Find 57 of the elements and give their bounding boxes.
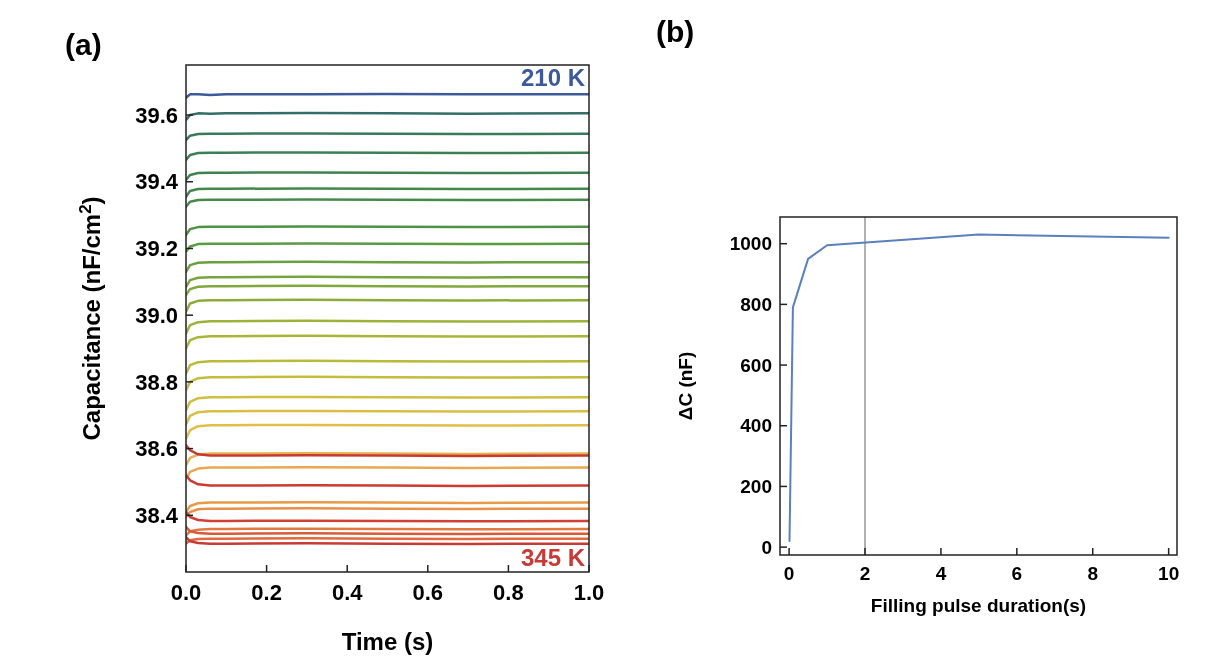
line-series [186,198,589,209]
y-tick-label: 39.4 [135,169,179,195]
chart-title: (b) [656,15,695,48]
line-series [788,233,1170,543]
line-series [186,171,589,182]
line-series [186,260,589,274]
x-tick-label: 0.8 [493,580,524,605]
line-series [186,319,589,335]
x-axis-title: Time (s) [341,628,434,655]
line-series [186,225,589,237]
y-tick-label: 0 [761,536,772,558]
x-tick-label: 0 [783,563,795,584]
y-tick-label: 800 [740,294,772,316]
x-tick-label: 0.4 [331,580,364,605]
series-label: 210 K [520,64,586,92]
x-tick-label: 2 [859,563,871,584]
y-tick-label: 38.6 [135,436,178,462]
y-axis-title: ΔC (nF) [675,351,696,421]
x-tick-label: 0.6 [412,580,444,605]
series-label: 345 K [520,544,586,571]
line-series [186,242,589,254]
y-tick-label: 600 [740,354,772,376]
x-tick-label: 10 [1158,563,1180,584]
y-tick-label: 200 [740,476,772,498]
x-tick-label: 8 [1087,563,1099,584]
line-series [186,501,589,514]
line-series [186,444,589,458]
x-axis-title: Filling pulse duration(s) [870,595,1087,616]
y-tick-label: 39.0 [135,302,178,328]
line-series [186,409,589,426]
y-tick-label: 1000 [729,233,772,255]
line-series [186,452,589,467]
y-tick-label: 400 [740,415,772,437]
line-series [186,298,589,314]
x-tick-label: 4 [935,563,947,584]
x-tick-label: 0.2 [251,580,282,605]
x-tick-label: 0.0 [170,580,202,605]
y-tick-label: 39.6 [135,102,178,128]
chart-title: (a) [65,28,102,61]
line-series [186,359,589,375]
line-series [186,187,589,198]
y-tick-label: 38.4 [135,503,179,528]
y-tick-label: 38.8 [135,369,178,395]
line-series [186,151,589,162]
x-tick-label: 6 [1011,563,1023,584]
line-series [186,395,589,412]
line-series [186,132,589,142]
line-series [186,375,589,392]
x-tick-label: 1.0 [573,580,605,605]
line-series [186,111,589,122]
line-series [186,284,589,297]
line-series [186,474,589,488]
y-tick-label: 39.2 [135,236,178,262]
line-series [186,423,589,440]
line-series [186,275,589,289]
line-series [186,510,589,523]
line-series [186,334,589,350]
